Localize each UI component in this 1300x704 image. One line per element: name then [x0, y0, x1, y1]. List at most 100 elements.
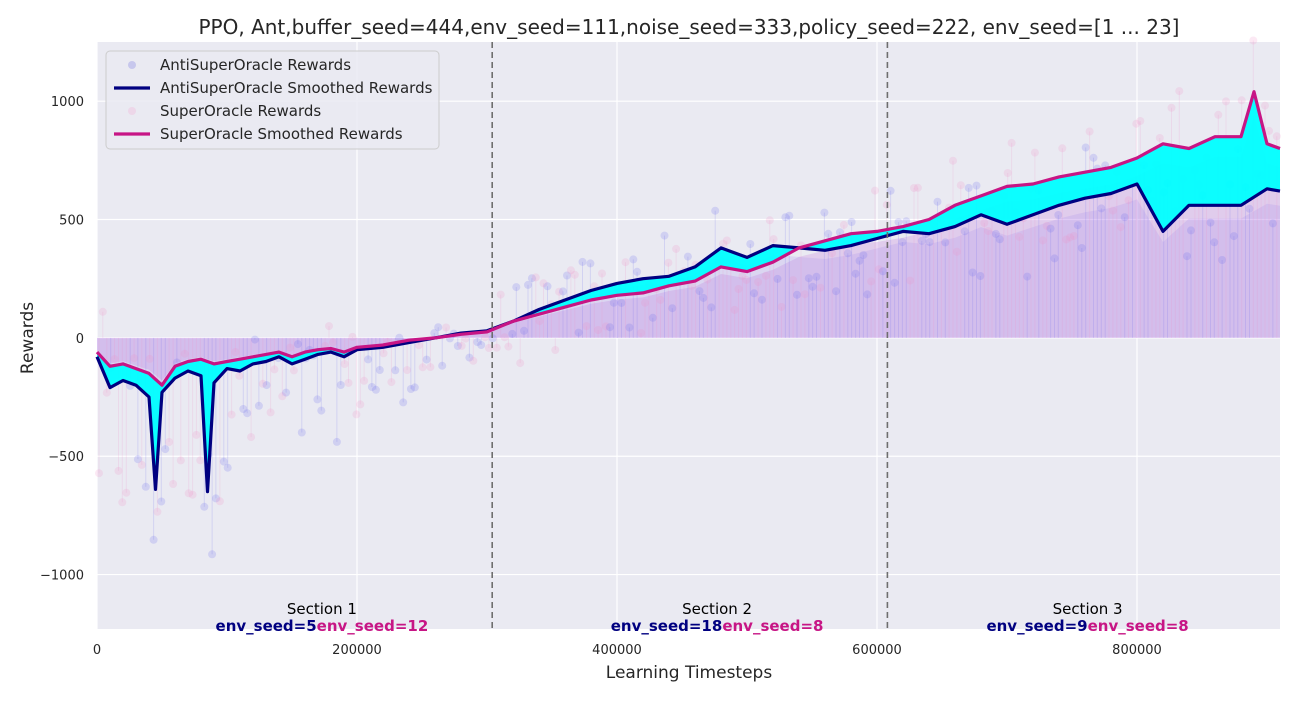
raw-reward-point: [976, 272, 985, 280]
legend-box: [105, 50, 440, 150]
axes: 0 200000 400000 600000 800000 −1000 −500 0 500 10…: [40, 95, 1162, 658]
raw-reward-point: [746, 240, 755, 248]
raw-reward-point: [508, 329, 517, 338]
raw-reward-point: [219, 457, 228, 466]
raw-reward-point: [668, 304, 677, 313]
raw-reward-point: [473, 338, 482, 346]
raw-reward-point: [196, 456, 205, 465]
raw-reward-point: [1245, 204, 1254, 213]
raw-reward-point: [551, 346, 560, 354]
raw-reward-point: [169, 480, 178, 488]
raw-reward-point: [785, 211, 794, 220]
raw-reward-point: [340, 360, 349, 368]
raw-reward-point: [956, 181, 965, 190]
raw-reward-point: [184, 489, 193, 498]
raw-reward-point: [761, 271, 770, 280]
raw-reward-point: [371, 385, 380, 394]
raw-reward-point: [145, 354, 154, 363]
raw-reward-point: [863, 290, 872, 299]
raw-reward-point: [859, 251, 868, 260]
raw-reward-point: [566, 266, 575, 275]
raw-reward-point: [149, 535, 158, 544]
raw-reward-point: [1038, 236, 1047, 245]
raw-reward-point: [418, 363, 427, 372]
raw-reward-point: [781, 213, 790, 222]
y-tick-label: 1000: [51, 95, 84, 110]
raw-reward-point: [250, 335, 259, 344]
raw-reward-point: [1249, 36, 1258, 45]
raw-reward-point: [855, 256, 864, 265]
raw-reward-point: [1007, 138, 1016, 147]
raw-reward-point: [699, 293, 708, 302]
raw-reward-point: [629, 255, 638, 264]
raw-reward-point: [325, 322, 333, 331]
raw-reward-point: [535, 317, 544, 326]
raw-reward-point: [293, 340, 302, 349]
anti-rewards-area: [97, 199, 1280, 477]
raw-reward-point: [348, 332, 357, 341]
raw-reward-point: [839, 220, 848, 229]
raw-reward-point: [1206, 218, 1215, 227]
raw-reward-point: [512, 283, 521, 292]
raw-reward-point: [687, 282, 696, 290]
raw-reward-point: [789, 276, 798, 285]
super-seed-label: env_seed=12: [317, 617, 429, 635]
anti-seed-label: env_seed=18: [611, 617, 723, 635]
raw-reward-point: [586, 259, 595, 268]
raw-reward-point: [719, 239, 727, 248]
raw-reward-point: [824, 229, 833, 238]
raw-reward-point: [722, 236, 731, 245]
raw-reward-point: [137, 460, 146, 469]
super-seed-label: env_seed=8: [1088, 617, 1189, 635]
raw-reward-point: [582, 322, 591, 331]
legend-label: AntiSuperOracle Rewards: [160, 56, 351, 74]
raw-reward-point: [941, 238, 950, 247]
raw-reward-point: [282, 388, 291, 397]
raw-reward-point: [500, 333, 509, 342]
raw-reward-point: [453, 342, 462, 350]
raw-reward-point: [110, 355, 119, 364]
raw-reward-point: [387, 378, 396, 387]
raw-reward-point: [176, 456, 185, 465]
raw-reward-point: [1237, 96, 1246, 105]
raw-reward-point: [1097, 204, 1106, 213]
raw-reward-point: [329, 338, 337, 347]
raw-reward-point: [430, 329, 439, 338]
raw-reward-point: [695, 287, 704, 296]
raw-reward-point: [878, 267, 887, 276]
raw-reward-point: [605, 323, 614, 332]
raw-reward-point: [118, 498, 127, 507]
y-axis-label: Rewards: [18, 302, 38, 374]
raw-reward-point: [133, 455, 142, 464]
raw-reward-point: [683, 252, 692, 261]
grid: [96, 42, 1280, 629]
raw-reward-point: [527, 274, 536, 283]
raw-reward-point: [356, 400, 365, 409]
raw-reward-point: [703, 275, 712, 284]
raw-reward-point: [262, 381, 271, 390]
raw-reward-point: [1054, 211, 1063, 219]
raw-reward-point: [711, 206, 720, 215]
raw-reward-point: [1175, 87, 1184, 96]
section-title: Section 1: [287, 600, 357, 618]
raw-reward-point: [1058, 144, 1067, 153]
raw-reward-point: [488, 334, 497, 343]
raw-reward-point: [1120, 213, 1129, 222]
raw-reward-point: [995, 235, 1004, 244]
raw-reward-point: [660, 231, 669, 240]
raw-reward-point: [933, 197, 942, 206]
raw-reward-point: [414, 341, 423, 350]
raw-reward-point: [336, 381, 345, 389]
raw-reward-point: [738, 272, 747, 281]
raw-reward-point: [816, 283, 825, 292]
raw-reward-point: [465, 353, 474, 362]
raw-reward-point: [1136, 117, 1145, 125]
raw-reward-point: [391, 366, 400, 375]
raw-reward-point: [332, 437, 341, 446]
raw-reward-point: [114, 466, 123, 475]
raw-reward-point: [750, 289, 759, 298]
raw-reward-point: [1155, 134, 1164, 142]
raw-reward-point: [130, 354, 139, 363]
raw-reward-point: [243, 409, 252, 418]
